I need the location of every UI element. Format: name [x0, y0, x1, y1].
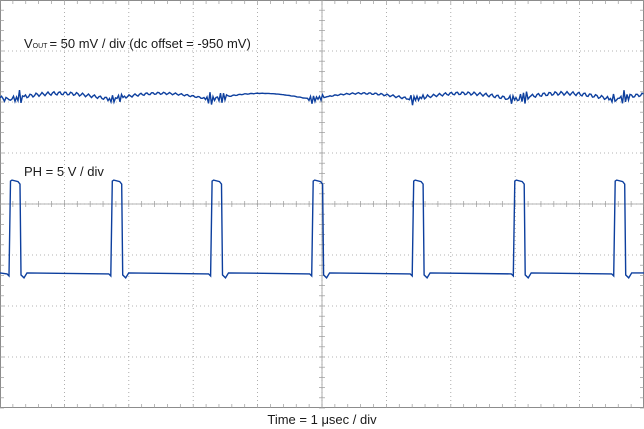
graticule — [0, 0, 644, 409]
vout-scale-annotation: VOUT = 50 mV / div (dc offset = -950 mV) — [24, 36, 251, 51]
x-axis-label: Time = 1 μsec / div — [267, 412, 377, 427]
vout-symbol: V — [24, 36, 33, 51]
traces — [0, 90, 644, 280]
vout-subscript: OUT — [33, 43, 49, 50]
vout-trace — [0, 90, 644, 106]
ph-scale-annotation: PH = 5 V / div — [24, 164, 104, 179]
vout-scale-text: = 50 mV / div (dc offset = -950 mV) — [49, 36, 250, 51]
ph-trace — [0, 179, 644, 280]
